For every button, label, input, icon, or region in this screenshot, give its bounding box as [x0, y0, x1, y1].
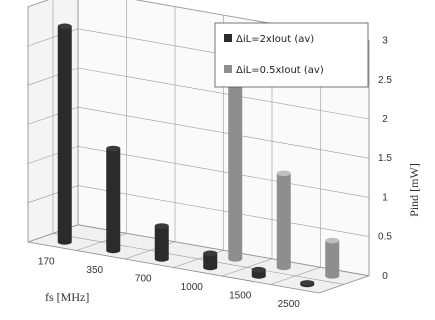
bar-1-350: [106, 145, 121, 254]
x-tick-label-350: 350: [86, 265, 103, 276]
y-tick-labels: 0 0.5 1 1.5 2 2.5 3: [378, 36, 392, 282]
bar-1-2500: [300, 280, 315, 288]
x-gridline: [76, 0, 127, 251]
x-tick-label-1500: 1500: [229, 290, 252, 301]
legend-swatch-series-1: [224, 34, 232, 42]
x-tick-label-700: 700: [135, 273, 152, 284]
y-tick-label: 2.5: [378, 75, 392, 86]
bar-body: [325, 240, 340, 279]
x-tick-labels: 170 350 700 1000 1500 2500: [38, 256, 300, 310]
z-gridline: [52, 233, 345, 285]
x-gridline: [124, 6, 176, 260]
x-axis-label: fs [MHz]: [45, 290, 89, 304]
y-tick-label: 0.5: [378, 232, 392, 243]
bar-top: [203, 250, 218, 257]
bar-top: [154, 223, 169, 229]
bar-body: [276, 173, 291, 271]
x-gridline: [221, 23, 273, 277]
y-tick-label: 2: [382, 114, 388, 125]
legend-label-series-2: ΔiL=0.5xIout (av): [236, 65, 324, 76]
x-gridline: [270, 32, 321, 285]
bar-body: [57, 26, 72, 245]
x-tick-label-2500: 2500: [278, 299, 301, 310]
bar-2-2500: [325, 237, 340, 279]
x-gridline: [318, 40, 370, 294]
bar-body: [203, 253, 218, 271]
bar-1-1500: [251, 266, 266, 279]
y-tick-label: 3: [382, 36, 388, 47]
legend-box: [214, 22, 369, 88]
bar-body: [106, 148, 121, 254]
y-tick-label: 1.5: [378, 153, 392, 164]
bar-1-1000: [203, 250, 218, 271]
bar-body: [228, 51, 243, 262]
legend-label-series-1: ΔiL=2xIout (av): [236, 34, 314, 45]
bar-top: [325, 237, 340, 244]
bars: [57, 23, 340, 288]
x-tick-label-1000: 1000: [181, 282, 204, 293]
bar-top: [300, 280, 315, 286]
x-gridline: [27, 0, 79, 243]
y-axis-label: Pind [mW]: [407, 163, 421, 217]
x-tick-label-170: 170: [38, 256, 55, 267]
bar-2-1500: [276, 170, 291, 271]
bar-top: [57, 23, 72, 30]
x-gridline: [173, 15, 224, 268]
legend: ΔiL=2xIout (av) ΔiL=0.5xIout (av): [214, 22, 369, 88]
bar-top: [276, 170, 291, 177]
y-tick-label: 1: [382, 192, 388, 203]
bar-top: [106, 145, 121, 152]
legend-swatch-series-2: [224, 65, 232, 73]
bar-1-170: [57, 23, 72, 245]
y-tick-label: 0: [382, 271, 388, 282]
bar-top: [251, 266, 266, 273]
bar-1-700: [154, 223, 169, 262]
bar-body: [154, 226, 169, 262]
